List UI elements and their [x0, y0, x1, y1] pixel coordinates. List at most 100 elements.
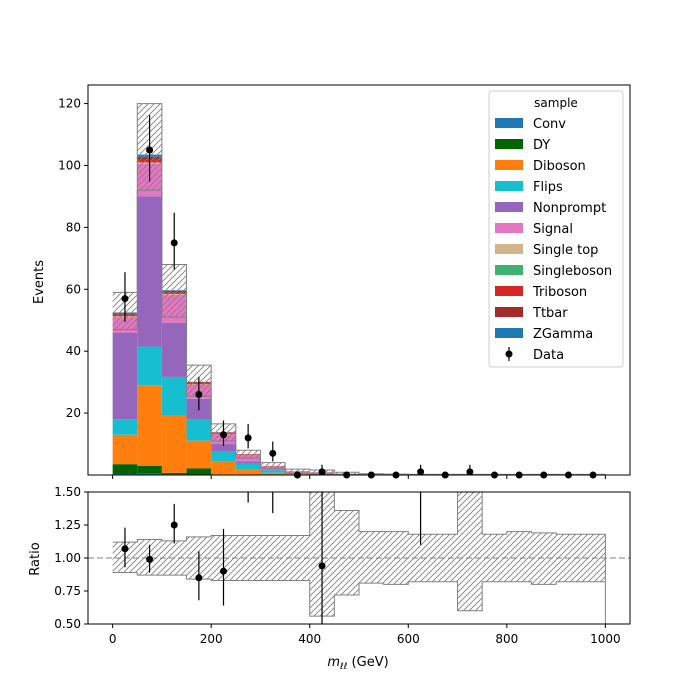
ratio-y-tick-label-4: 1.50: [54, 485, 81, 499]
y-tick-label-20: 20: [66, 406, 81, 420]
legend-swatch-nonprompt: [495, 202, 523, 212]
x-tick-label-200: 200: [200, 632, 223, 646]
legend-swatch-triboson: [495, 286, 523, 296]
ratio-y-tick-label-2: 1.00: [54, 551, 81, 565]
ratio-point-8: [417, 449, 424, 456]
legend-label-flips: Flips: [533, 180, 563, 195]
bar-diboson-bin-1: [137, 385, 162, 466]
bar-nonprompt-bin-1: [137, 196, 162, 347]
ratio-point-0: [121, 545, 129, 553]
bar-nonprompt-bin-2: [161, 322, 187, 377]
legend-swatch-diboson: [495, 160, 523, 170]
legend-label-triboson: Triboson: [532, 285, 587, 300]
y-tick-label-60: 60: [66, 282, 81, 296]
y-axis-label: Events: [32, 260, 47, 304]
legend-swatch-dy: [495, 139, 523, 149]
legend-swatch-singleboson: [495, 265, 523, 275]
ratio-point-4: [220, 567, 227, 575]
bar-flips-bin-4: [211, 451, 236, 462]
x-tick-label-0: 0: [109, 632, 117, 646]
ratio-y-tick-label-0: 0.50: [54, 617, 81, 631]
y-tick-label-40: 40: [66, 344, 81, 358]
bar-flips-bin-5: [235, 463, 261, 470]
legend-swatch-zgamma: [495, 328, 523, 338]
bar-diboson-bin-2: [161, 415, 187, 473]
legend-swatch-single-top: [495, 244, 523, 254]
ratio-panel: 0.50 0.75 1.00 1.25 1.50 0 200 400 600 800 1000 Ra…: [28, 449, 631, 672]
data-point-0: [121, 295, 129, 303]
bar-flips-bin-3: [186, 418, 212, 441]
ratio-point-2: [170, 521, 178, 529]
ratio-plot-area: [88, 449, 630, 624]
legend-swatch-ttbar: [495, 307, 523, 317]
legend-label-singleboson: Singleboson: [533, 264, 612, 279]
data-point-4: [220, 431, 227, 439]
bar-flips-bin-0: [112, 419, 138, 435]
y-tick-label-80: 80: [66, 220, 81, 234]
legend-label-zgamma: ZGamma: [533, 327, 593, 342]
legend: sample Conv DY Diboson Flips Nonprompt Signal S…: [488, 90, 624, 368]
x-axis-label: mℓℓ (GeV): [327, 655, 388, 672]
x-tick-label-800: 800: [495, 632, 518, 646]
x-tick-label-1000: 1000: [590, 632, 621, 646]
data-point-12: [417, 468, 425, 476]
legend-label-conv: Conv: [533, 117, 566, 132]
ratio-band-outline-up: [112, 492, 606, 624]
bar-dy-bin-2: [161, 472, 187, 475]
bar-dy-bin-0: [112, 464, 138, 475]
ratio-points: [121, 449, 424, 624]
stacked-bars: [112, 154, 433, 475]
uncertainty-bin-5: [235, 450, 261, 458]
main-frame: [87, 84, 631, 476]
ratio-band-bin-16: [506, 531, 532, 582]
x-axis-label-main: m: [327, 655, 340, 670]
legend-label-signal: Signal: [533, 222, 573, 237]
ratio-point-7: [318, 562, 326, 570]
x-axis-label-sub: ℓℓ: [339, 662, 347, 672]
bar-dy-bin-1: [137, 465, 162, 474]
ratio-band-bin-14: [457, 492, 483, 611]
bar-flips-bin-1: [137, 346, 162, 386]
ratio-band-bin-5: [235, 535, 261, 581]
bar-nonprompt-bin-5: [235, 461, 261, 464]
legend-label-nonprompt: Nonprompt: [533, 201, 606, 216]
ratio-axes: 0.50 0.75 1.00 1.25 1.50 0 200 400 600 800 1000: [54, 485, 631, 646]
ratio-y-axis-label: Ratio: [28, 542, 43, 575]
legend-label-diboson: Diboson: [533, 159, 586, 174]
bar-dy-bin-3: [186, 468, 212, 475]
x-tick-label-600: 600: [397, 632, 420, 646]
legend-label-data: Data: [533, 348, 564, 363]
legend-label-single-top: Single top: [533, 243, 598, 258]
legend-swatch-flips: [495, 181, 523, 191]
ratio-band-bin-9: [334, 510, 359, 595]
bar-diboson-bin-3: [186, 440, 212, 469]
legend-label-dy: DY: [533, 138, 550, 153]
data-point-1: [146, 146, 154, 154]
y-tick-label-120: 120: [58, 97, 81, 111]
uncertainty-bin-2: [161, 264, 187, 318]
uncertainty-bin-7: [285, 469, 310, 474]
data-point-2: [170, 239, 178, 247]
bar-nonprompt-bin-6: [260, 469, 286, 471]
main-panel: 20 40 60 80 100 120 Events sample Conv DY Diboso…: [32, 84, 631, 479]
legend-swatch-conv: [495, 118, 523, 128]
data-point-5: [244, 434, 252, 442]
bar-nonprompt-bin-4: [211, 444, 236, 452]
y-tick-label-100: 100: [58, 158, 81, 172]
x-tick-label-400: 400: [298, 632, 321, 646]
data-point-14: [466, 468, 474, 476]
bar-diboson-bin-4: [211, 461, 236, 475]
ratio-point-3: [195, 574, 203, 582]
ratio-y-tick-label-3: 1.25: [54, 518, 81, 532]
ratio-band-bin-10: [359, 531, 384, 584]
legend-label-ttbar: Ttbar: [532, 306, 568, 321]
ratio-band-outline-down: [112, 572, 606, 617]
bar-diboson-bin-5: [235, 469, 261, 475]
bar-flips-bin-2: [161, 376, 187, 416]
ratio-y-tick-label-1: 0.75: [54, 584, 81, 598]
bar-conv-bin-1: [137, 473, 162, 475]
legend-swatch-signal: [495, 223, 523, 233]
main-axes: 20 40 60 80 100 120: [58, 84, 631, 479]
bar-flips-bin-6: [260, 470, 286, 473]
